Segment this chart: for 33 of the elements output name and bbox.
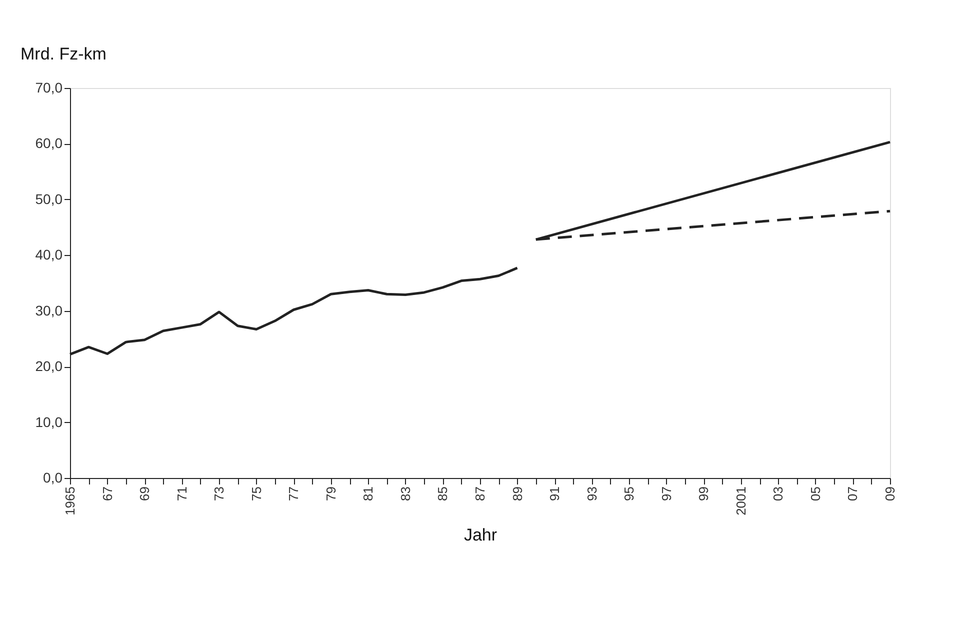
x-tick-label: 2001 [733,486,748,516]
y-tick-label: 10,0 [35,414,63,430]
x-tick-label: 69 [137,486,152,501]
y-tick-label: 40,0 [35,246,63,263]
x-tick-label: 93 [584,486,600,501]
x-tick-label: 81 [360,486,376,501]
y-tick-label: 20,0 [35,358,63,374]
x-tick-label: 85 [435,486,450,501]
x-tick-label: 03 [770,486,786,501]
x-tick-label: 1965 [62,486,78,516]
y-axis-title: Mrd. Fz-km [20,44,106,64]
x-tick-label: 97 [658,486,674,501]
x-tick-label: 73 [212,486,227,501]
x-tick-label: 87 [472,486,488,501]
y-tick-label: 50,0 [35,190,63,207]
x-tick-label: 95 [622,486,637,501]
x-tick-label: 75 [248,486,264,501]
x-tick-label: 71 [174,486,190,501]
x-tick-label: 79 [323,486,338,501]
x-tick-label: 09 [882,486,898,501]
y-tick-label: 70,0 [35,80,63,96]
x-tick-label: 07 [845,486,860,501]
y-tick-label: 30,0 [35,302,63,318]
x-tick-label: 05 [808,486,823,501]
x-tick-label: 77 [286,486,302,501]
x-axis-title: Jahr [464,525,498,544]
x-tick-label: 83 [398,486,413,501]
x-tick-label: 89 [510,486,525,501]
y-tick-label: 0,0 [43,470,63,486]
y-tick-label: 60,0 [35,135,63,152]
x-tick-label: 67 [100,486,115,501]
x-tick-label: 91 [547,486,562,501]
x-tick-label: 99 [696,486,712,501]
